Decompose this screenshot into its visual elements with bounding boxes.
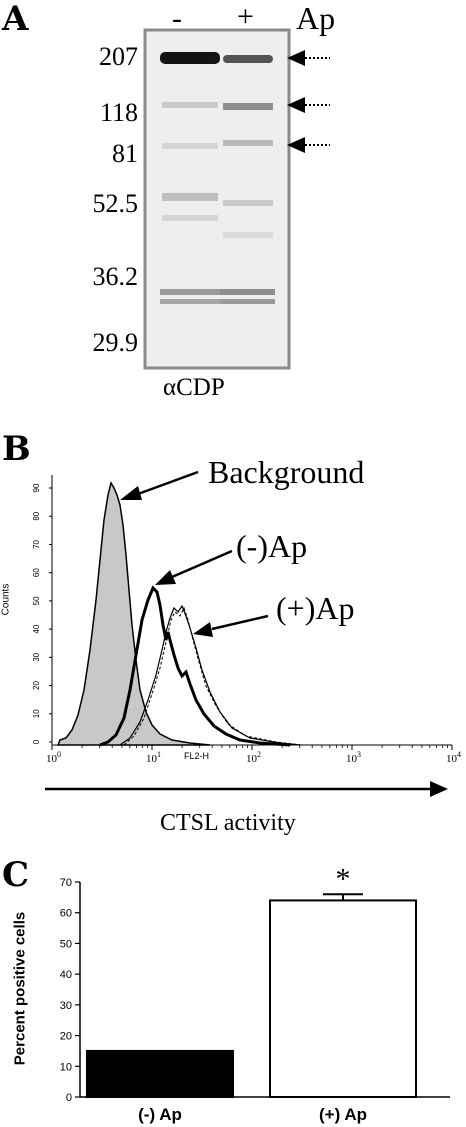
bar-chart-y-tick-label: 40 — [60, 969, 72, 981]
histogram-y-tick-label: 90 — [32, 483, 41, 492]
band-arrow-207 — [287, 50, 330, 66]
bar-chart-y-tick-label: 20 — [60, 1031, 72, 1043]
histogram-y-tick-label: 50 — [32, 596, 41, 605]
western-blot — [143, 28, 330, 370]
panel-c-letter: C — [2, 855, 30, 895]
ctsl-activity-arrow — [45, 781, 448, 797]
mw-marker-36-2: 36.2 — [92, 262, 139, 291]
histogram-y-tick-label: 40 — [32, 624, 41, 633]
plus-ap-histogram-1 — [119, 604, 301, 746]
histogram-y-tick-label: 0 — [32, 739, 41, 744]
histogram-y-ticks: 0 10 20 30 40 50 60 70 80 90 — [32, 483, 52, 744]
mw-marker-81: 81 — [112, 139, 138, 168]
histogram-x-ticks: 100 101 102 103 104 — [46, 745, 461, 765]
lane-label-plus: + — [237, 0, 254, 33]
bar-chart-y-tick-label: 10 — [60, 1061, 72, 1073]
histogram-y-tick-label: 80 — [32, 511, 41, 520]
panel-b-letter: B — [2, 429, 31, 469]
mw-marker-207: 207 — [99, 42, 138, 71]
lane-label-minus: - — [172, 2, 182, 35]
bar-chart-y-tick-label: 30 — [60, 1000, 72, 1012]
lane-plus-bands — [220, 55, 275, 304]
mw-marker-118: 118 — [99, 98, 138, 127]
histogram-x-tick-label: 102 — [246, 750, 261, 765]
bar-chart-y-tick-label: 50 — [60, 938, 72, 950]
histogram-y-tick-label: 70 — [32, 539, 41, 548]
plus-ap-histogram-2 — [123, 606, 303, 746]
panel-a-letter: A — [2, 0, 29, 39]
ctsl-activity-label: CTSL activity — [160, 810, 296, 836]
bar-chart-y-label: Percent positive cells — [11, 911, 29, 1066]
plus-ap-annotation: (+)Ap — [276, 590, 355, 626]
histogram-y-tick-label: 30 — [32, 652, 41, 661]
minus-ap-arrow — [155, 549, 233, 585]
histogram-x-tick-label: 104 — [446, 750, 461, 765]
lane-minus-bands — [160, 52, 220, 304]
bar-plus-ap — [269, 899, 417, 1099]
background-annotation: Background — [208, 454, 365, 490]
bar-chart-x-labels: (-) Ap (+) Ap — [138, 1105, 367, 1124]
background-arrow — [120, 470, 199, 500]
bar-minus-ap — [86, 1049, 234, 1099]
band-arrow-118 — [287, 97, 330, 113]
histogram-x-tick-label: 100 — [46, 750, 61, 765]
plus-ap-arrow — [193, 614, 269, 637]
band-arrow-81 — [287, 137, 330, 153]
background-histogram — [56, 481, 211, 746]
bar-chart-y-tick-label: 70 — [60, 877, 72, 889]
minus-ap-annotation: (-)Ap — [236, 528, 308, 564]
histogram-y-tick-label: 60 — [32, 568, 41, 577]
histogram-x-label: FL2-H — [184, 751, 210, 761]
mw-marker-29-9: 29.9 — [92, 328, 139, 357]
bar-chart-category-label: (+) Ap — [319, 1105, 367, 1124]
histogram-y-tick-label: 10 — [32, 709, 41, 718]
bar-chart-y-label-wrap: Percent positive cells — [0, 880, 40, 1100]
histogram-y-tick-label: 20 — [32, 681, 41, 690]
treatment-label: Ap — [296, 0, 336, 36]
minus-ap-histogram — [99, 585, 291, 747]
bar-chart-y-tick-label: 0 — [66, 1092, 72, 1104]
significance-marker: * — [336, 862, 351, 895]
histogram-x-tick-label: 101 — [146, 750, 161, 765]
antibody-label: αCDP — [163, 374, 225, 401]
histogram-x-tick-label: 103 — [346, 750, 361, 765]
mw-marker-52-5: 52.5 — [92, 189, 139, 218]
bar-chart-category-label: (-) Ap — [138, 1105, 182, 1124]
bar-chart-bars: * — [86, 862, 417, 1099]
blot-frame — [143, 28, 291, 370]
bar-chart-y-tick-label: 60 — [60, 908, 72, 920]
